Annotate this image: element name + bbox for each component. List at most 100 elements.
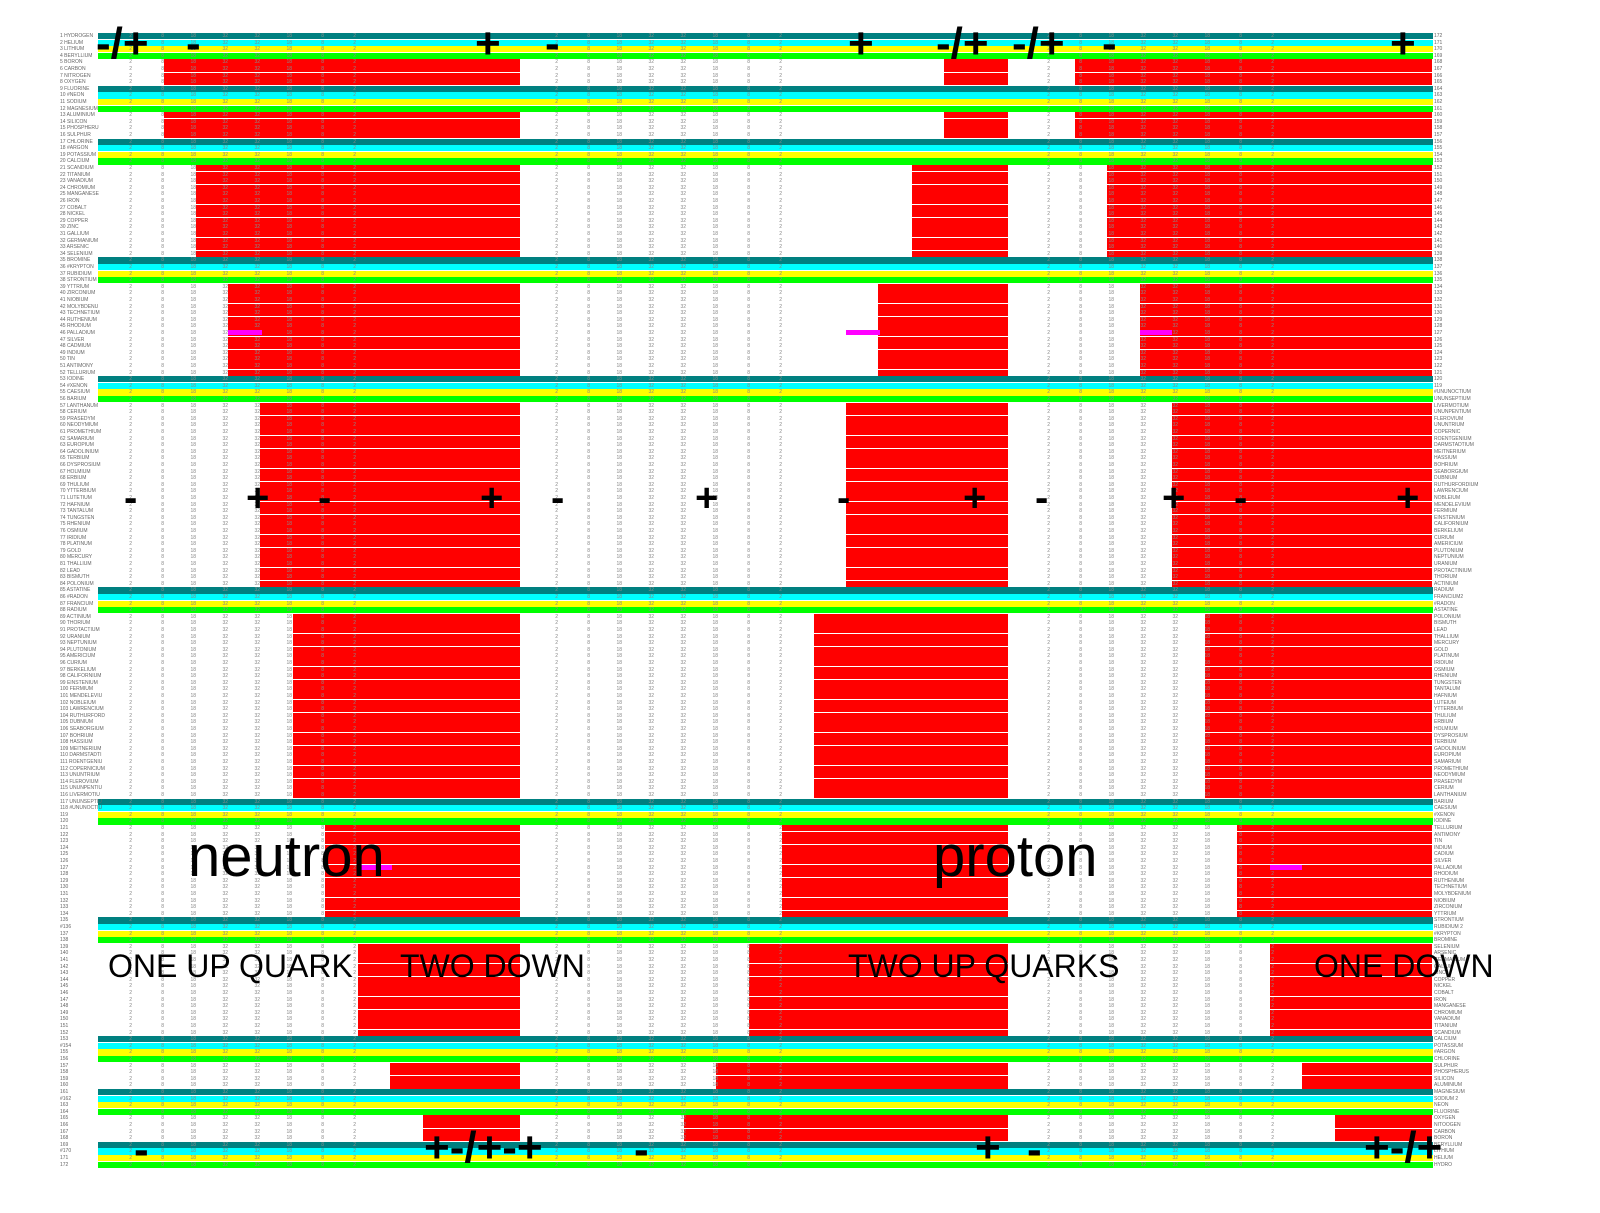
valence-block <box>228 363 520 370</box>
shell-count: 8 <box>740 944 750 950</box>
shell-count: 18 <box>1104 594 1114 600</box>
shell-count: 18 <box>1200 1069 1210 1075</box>
shell-count: 32 <box>218 574 228 580</box>
shell-count: 2 <box>1264 779 1274 785</box>
shell-count: 8 <box>1072 1049 1082 1055</box>
shell-count: 18 <box>708 561 718 567</box>
shell-count: 2 <box>122 132 132 138</box>
sheet-row: 58 CERIUM UNUNPENTIUM 2 2 2 8 8 8 18 18 18 32 32 32 32… <box>0 409 1600 416</box>
shell-band-green <box>98 158 1433 165</box>
sheet-row: 84 POLONIUM ACTINIUM 2 2 2 8 8 8 18 18 18 32 32 32 32 3… <box>0 580 1600 587</box>
shell-count: 2 <box>122 112 132 118</box>
element-label-right: #XENON <box>1434 812 1455 818</box>
shell-count: 18 <box>1200 1036 1210 1042</box>
shell-count: 18 <box>186 878 196 884</box>
sheet-row: 165 OXYGEN 2 2 2 8 8 8 18 18 18 32 32 32 32 32 32 18 18 18 8… <box>0 1115 1600 1122</box>
shell-count: 32 <box>1168 172 1178 178</box>
valence-block <box>846 521 1008 528</box>
shell-count: 18 <box>186 1043 196 1049</box>
shell-count: 2 <box>548 541 558 547</box>
shell-count: 2 <box>1040 561 1050 567</box>
valence-block <box>260 514 520 521</box>
shell-count: 32 <box>218 370 228 376</box>
valence-block <box>749 1009 1008 1016</box>
shell-count: 18 <box>612 403 622 409</box>
shell-count: 2 <box>122 429 132 435</box>
shell-count: 2 <box>772 799 782 805</box>
shell-count: 18 <box>612 535 622 541</box>
shell-count: 32 <box>250 462 260 468</box>
shell-count: 2 <box>346 898 356 904</box>
shell-count: 8 <box>314 779 324 785</box>
sheet-row: 161 MAGNESIUM 2 2 2 8 8 8 18 18 18 32 32 32 32 32 32 18 18… <box>0 1089 1600 1096</box>
shell-count: 32 <box>218 1089 228 1095</box>
shell-count: 2 <box>122 1010 132 1016</box>
shell-count: 32 <box>1136 614 1146 620</box>
shell-count: 2 <box>346 1122 356 1128</box>
shell-count: 32 <box>1168 594 1178 600</box>
sheet-row: 9 FLUORINE 164 2 2 2 8 8 8 18 18 18 32 32 32 32 32 32 18 1… <box>0 85 1600 92</box>
shell-count: 32 <box>644 396 654 402</box>
shell-count: 32 <box>218 904 228 910</box>
valence-block <box>196 211 520 218</box>
shell-count: 2 <box>1040 1036 1050 1042</box>
shell-count: 8 <box>1072 317 1082 323</box>
element-label-left: 11 SODIUM <box>60 99 87 105</box>
shell-count: 2 <box>548 482 558 488</box>
shell-count: 2 <box>346 409 356 415</box>
sheet-row: 76 OSMIUM BERKELIUM 2 2 2 8 8 8 18 18 18 32 32 32 32 32… <box>0 528 1600 535</box>
shell-count: 8 <box>314 561 324 567</box>
shell-count: 2 <box>548 799 558 805</box>
shell-count: 2 <box>772 224 782 230</box>
shell-count: 32 <box>250 158 260 164</box>
shell-count: 2 <box>1040 713 1050 719</box>
element-label-right: 166 <box>1434 73 1442 79</box>
shell-count: 8 <box>314 1076 324 1082</box>
shell-count: 2 <box>548 330 558 336</box>
shell-count: 2 <box>548 957 558 963</box>
shell-count: 8 <box>154 416 164 422</box>
shell-count: 8 <box>154 112 164 118</box>
shell-count: 18 <box>186 792 196 798</box>
shell-count: 8 <box>154 937 164 943</box>
shell-count: 2 <box>772 785 782 791</box>
sheet-row: 28 NICKEL 145 2 2 2 8 8 8 18 18 18 32 32 32 32 32 32 18 18… <box>0 211 1600 218</box>
shell-count: 2 <box>346 251 356 257</box>
shell-count: 2 <box>772 1122 782 1128</box>
valence-block <box>912 178 1008 185</box>
shell-count: 2 <box>1040 607 1050 613</box>
shell-count: 32 <box>250 323 260 329</box>
shell-count: 8 <box>580 502 590 508</box>
element-label-left: 164 <box>60 1109 68 1115</box>
element-label-right: LUTEIUM <box>1434 700 1456 706</box>
shell-count: 2 <box>1264 475 1274 481</box>
shell-count: 8 <box>740 442 750 448</box>
element-label-left: 148 <box>60 1003 68 1009</box>
shell-count: 8 <box>1072 719 1082 725</box>
shell-count: 18 <box>612 944 622 950</box>
shell-count: 18 <box>1104 521 1114 527</box>
shell-count: 32 <box>250 904 260 910</box>
shell-count: 8 <box>314 818 324 824</box>
shell-count: 32 <box>250 231 260 237</box>
sheet-row: 106 SEABORGIUM HOLMIUM 2 2 2 8 8 8 18 18 18 32 32 32 3… <box>0 726 1600 733</box>
shell-count: 2 <box>1040 323 1050 329</box>
shell-count: 32 <box>250 1129 260 1135</box>
shell-count: 8 <box>580 1016 590 1022</box>
shell-count: 2 <box>1040 1089 1050 1095</box>
sheet-row: 135 STRONTIUM 2 2 2 8 8 8 18 18 18 32 32 32 32 32 32 18 18… <box>0 917 1600 924</box>
shell-count: 2 <box>548 211 558 217</box>
shell-count: 32 <box>1136 376 1146 382</box>
element-label-left: 110 DARMSTADTI <box>60 752 102 758</box>
shell-count: 2 <box>122 825 132 831</box>
shell-count: 8 <box>740 231 750 237</box>
shell-count: 18 <box>1200 238 1210 244</box>
shell-count: 2 <box>1040 950 1050 956</box>
shell-count: 8 <box>1232 825 1242 831</box>
sheet-row: 109 MEITNERIUM GADOLINIUM 2 2 2 8 8 8 18 18 18 32 32… <box>0 745 1600 752</box>
shell-count: 18 <box>1200 818 1210 824</box>
shell-count: 32 <box>644 812 654 818</box>
shell-count: 32 <box>218 515 228 521</box>
shell-count: 32 <box>218 647 228 653</box>
shell-count: 8 <box>1072 304 1082 310</box>
